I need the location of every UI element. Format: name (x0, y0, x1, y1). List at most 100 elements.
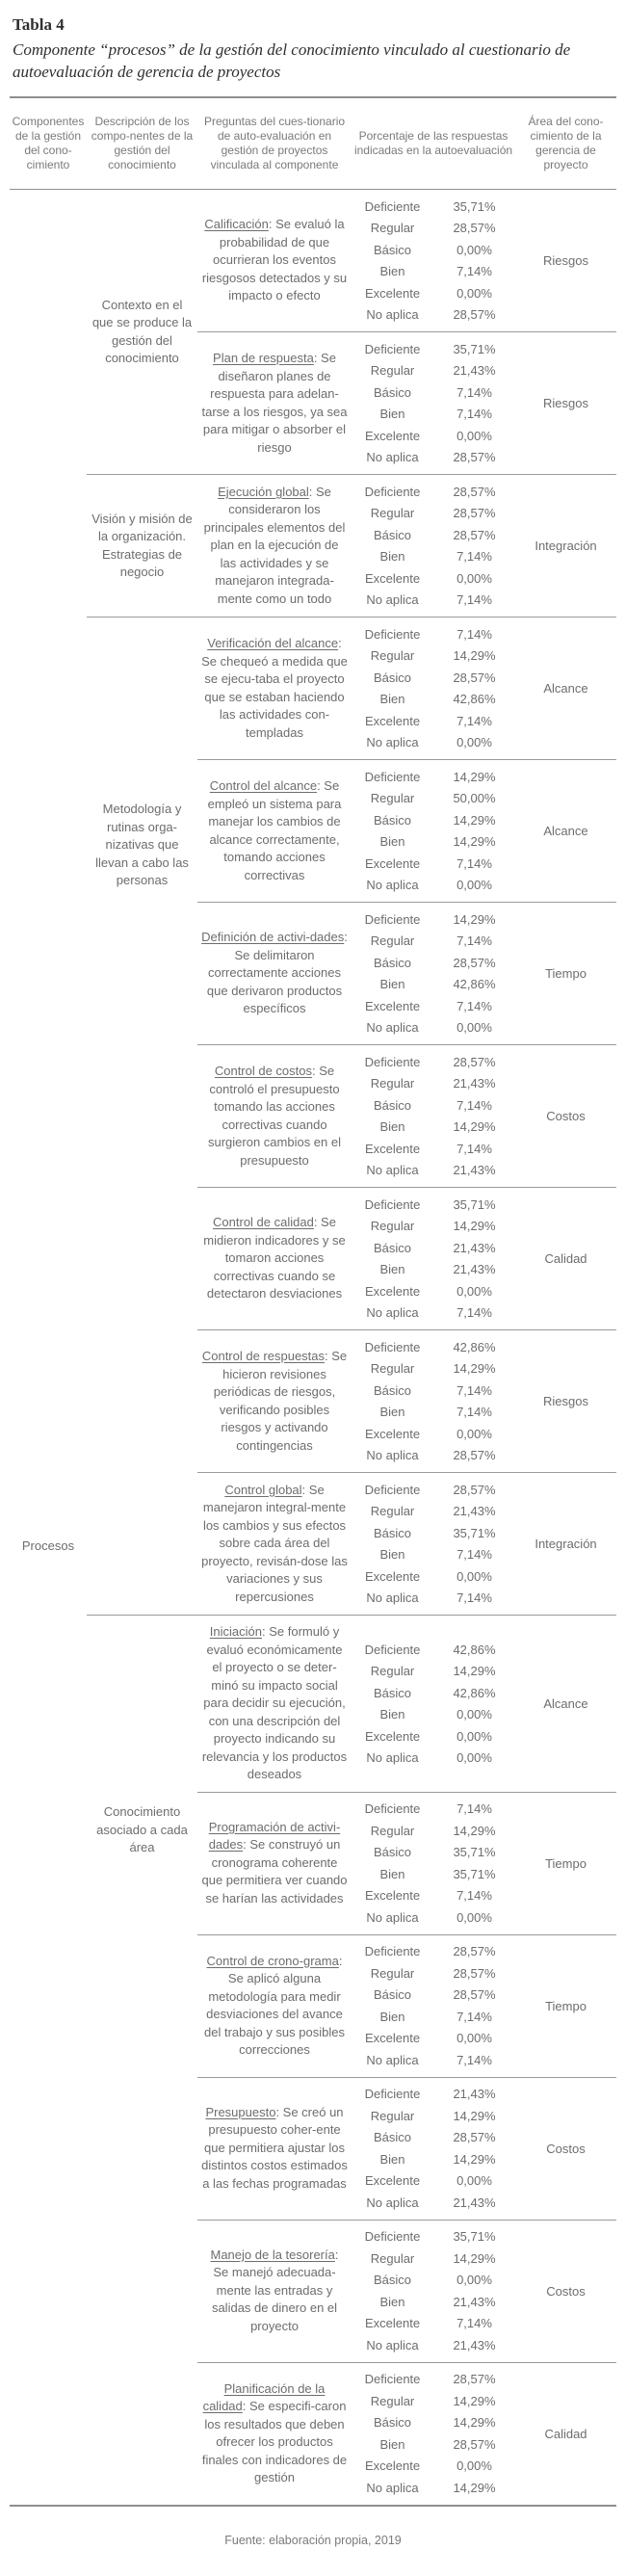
rating-row: Deficiente 21,43% (352, 2084, 515, 2106)
knowledge-area: Tiempo (545, 966, 587, 981)
question-text: Control de calidad: Se midieron indicado… (197, 1212, 352, 1305)
rating-value: 14,29% (453, 1219, 496, 1234)
rating-label: Regular (370, 1504, 415, 1519)
question-description: : Se especifi-caron los resultados que d… (201, 2399, 348, 2484)
rating-value: 14,29% (453, 2480, 496, 2495)
knowledge-area: Alcance (543, 1695, 588, 1711)
rating-label: Deficiente (364, 2229, 421, 2245)
rating-row: Excelente 7,14% (352, 710, 515, 732)
rating-label: Excelente (364, 2316, 421, 2331)
rating-label: Excelente (364, 1888, 421, 1904)
rating-label: Bien (379, 834, 405, 850)
knowledge-area: Riesgos (543, 396, 588, 410)
rating-label: Regular (370, 1965, 415, 1981)
rating-row: Excelente 0,00% (352, 567, 515, 590)
rating-label: No aplica (366, 2480, 419, 2495)
question-text: Manejo de la tesorería: Se manejó adecua… (197, 2245, 352, 2338)
rating-value: 0,00% (456, 2031, 492, 2046)
rating-label: Excelente (364, 1426, 421, 1441)
rating-label: No aplica (366, 307, 419, 323)
question-keyword: Verificación del alcance (207, 636, 339, 650)
question-description: : Se evaluó la probabilidad de que ocurr… (201, 217, 348, 303)
ratings-list: Deficiente 35,71% Regular 28,57% Básico 0,00%… (352, 196, 515, 326)
rating-label: Excelente (364, 2173, 421, 2189)
rating-row: No aplica 21,43% (352, 2334, 515, 2356)
question-blocks: Ejecución global: Se consideraron los pr… (197, 475, 616, 617)
header-descripcion: Descripción de los compo-nentes de la ge… (91, 115, 194, 171)
rating-label: Deficiente (364, 2372, 421, 2387)
rating-label: Deficiente (364, 1801, 421, 1817)
rating-value: 21,43% (453, 363, 496, 379)
question-description: : Se construyó un cronograma coherente q… (201, 1837, 348, 1906)
rating-value: 28,57% (453, 450, 496, 465)
rating-row: Básico 28,57% (352, 952, 515, 974)
rating-value: 42,86% (453, 692, 496, 707)
component-group: Metodología y rutinas orga-nizativas que… (10, 617, 616, 1615)
group-content: Metodología y rutinas orga-nizativas que… (87, 617, 616, 1615)
rating-label: Excelente (364, 998, 421, 1013)
rating-label: Deficiente (364, 198, 421, 214)
rating-label: No aplica (366, 1909, 419, 1925)
question-description: : Se controló el presupuesto tomando las… (207, 1064, 342, 1168)
question-block: Control de calidad: Se midieron indicado… (197, 1187, 616, 1329)
question-description: : Se consideraron los principales elemen… (203, 484, 346, 606)
rating-label: Bien (379, 1262, 405, 1277)
rating-label: Deficiente (364, 911, 421, 927)
rating-label: No aplica (366, 2337, 419, 2353)
rating-row: Básico 7,14% (352, 1380, 515, 1402)
question-text: Control de costos: Se controló el presup… (197, 1061, 352, 1171)
rating-value: 21,43% (453, 2195, 496, 2210)
rating-value: 0,00% (456, 878, 492, 893)
rating-label: Deficiente (364, 1944, 421, 1959)
question-block: Presupuesto: Se creó un presupuesto cohe… (197, 2076, 616, 2220)
description-text: Conocimiento asociado a cada área (96, 1804, 188, 1854)
question-text: Planificación de la calidad: Se especifi… (197, 2379, 352, 2489)
question-keyword: Control de calidad (213, 1215, 314, 1230)
rating-value: 28,57% (453, 2436, 496, 2452)
rating-label: Excelente (364, 570, 421, 586)
rating-row: No aplica 0,00% (352, 1906, 515, 1929)
question-block: Ejecución global: Se consideraron los pr… (197, 475, 616, 617)
rating-label: Excelente (364, 1283, 421, 1299)
table-caption: Componente “procesos” de la gestión del … (13, 40, 571, 81)
question-text: Presupuesto: Se creó un presupuesto cohe… (197, 2102, 352, 2195)
rating-row: Básico 21,43% (352, 1237, 515, 1259)
question-description: : Se formuló y evaluó económicamente el … (201, 1624, 348, 1781)
rating-row: Regular 14,29% (352, 1820, 515, 1842)
rating-value: 7,14% (456, 713, 492, 728)
rating-label: Bien (379, 1547, 405, 1563)
rating-value: 42,86% (453, 1339, 496, 1354)
rating-row: Regular 14,29% (352, 2247, 515, 2270)
header-componentes: Componentes de la gestión del cono-cimie… (12, 115, 85, 171)
rating-row: No aplica 0,00% (352, 875, 515, 897)
rating-label: Deficiente (364, 484, 421, 499)
question-description: : Se delimitaron correctamente acciones … (206, 930, 348, 1016)
rating-label: Bien (379, 692, 405, 707)
rating-value: 28,57% (453, 307, 496, 323)
rating-label: Deficiente (364, 1482, 421, 1497)
rating-value: 0,00% (456, 2458, 492, 2474)
question-blocks: Verificación del alcance: Se chequeó a m… (197, 618, 616, 1615)
rating-row: No aplica 28,57% (352, 447, 515, 469)
rating-value: 0,00% (456, 1568, 492, 1584)
rating-value: 0,00% (456, 1750, 492, 1765)
rating-label: Básico (373, 1525, 412, 1540)
rating-row: Básico 0,00% (352, 239, 515, 261)
rating-value: 7,14% (456, 855, 492, 871)
rating-row: Básico 0,00% (352, 2270, 515, 2292)
rating-row: No aplica 28,57% (352, 1445, 515, 1467)
rating-value: 7,14% (456, 264, 492, 279)
knowledge-area: Integración (535, 1537, 597, 1551)
rating-row: Básico 35,71% (352, 1522, 515, 1544)
question-block: Manejo de la tesorería: Se manejó adecua… (197, 2219, 616, 2362)
rating-value: 7,14% (456, 1305, 492, 1321)
rating-value: 21,43% (453, 1163, 496, 1178)
rating-label: No aplica (366, 2195, 419, 2210)
rating-row: Deficiente 35,71% (352, 338, 515, 360)
component-group: Conocimiento asociado a cada área Iniciac… (10, 1615, 616, 2505)
rating-row: Deficiente 14,29% (352, 766, 515, 788)
rating-row: Deficiente 7,14% (352, 623, 515, 645)
rating-row: No aplica 0,00% (352, 1747, 515, 1769)
rating-label: No aplica (366, 450, 419, 465)
rating-label: Bien (379, 2436, 405, 2452)
